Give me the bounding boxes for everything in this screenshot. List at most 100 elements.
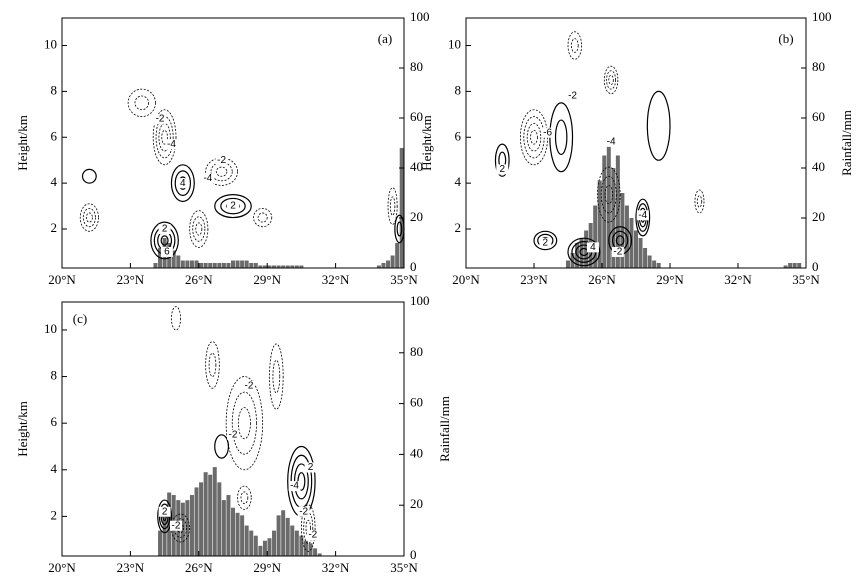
rain-bar: [185, 500, 190, 556]
rain-bar: [579, 238, 584, 268]
contour: [396, 221, 403, 237]
contour: [567, 31, 582, 60]
contour: [570, 38, 579, 53]
contour-label-bg: [242, 380, 255, 391]
y2-tick-label: 80: [410, 344, 423, 359]
contour-label: 2: [162, 506, 168, 517]
x-tick-label: 35°N: [792, 272, 820, 287]
contour: [214, 434, 230, 459]
y-axis-label: Height/km: [15, 115, 30, 171]
y2-tick-label: 20: [410, 209, 423, 224]
x-tick-label: 35°N: [390, 272, 418, 287]
panel-label: (b): [778, 31, 793, 46]
contour-label: -2: [308, 530, 317, 541]
x-tick-label: 20°N: [48, 560, 76, 575]
rain-bar: [381, 263, 386, 268]
contour: [600, 175, 617, 214]
contour: [533, 230, 558, 251]
y-tick-label: 6: [51, 414, 58, 429]
contour: [152, 109, 177, 166]
contour: [269, 343, 284, 410]
rain-bar: [395, 243, 400, 268]
contour: [604, 185, 613, 205]
contour: [387, 187, 398, 225]
contour: [157, 499, 173, 534]
rain-bar: [203, 472, 208, 556]
x-tick-label: 26°N: [185, 272, 213, 287]
y2-tick-label: 0: [410, 259, 417, 274]
contour: [237, 407, 251, 440]
contour: [257, 212, 268, 223]
plot-frame: [61, 17, 405, 269]
plot-frame: [465, 17, 807, 269]
rain-bar: [244, 260, 249, 268]
contour-label: -4: [290, 481, 299, 492]
rain-bar: [226, 495, 231, 556]
rain-bar: [303, 540, 308, 556]
rain-bar: [231, 507, 235, 556]
y-tick-label: 8: [51, 368, 58, 383]
rain-bar: [262, 540, 267, 556]
contour-label: -2: [229, 429, 238, 440]
rain-bar: [656, 263, 661, 268]
contour-label: 4: [180, 178, 186, 189]
contour: [215, 166, 228, 177]
contour: [615, 235, 625, 246]
contour-label: -4: [607, 136, 616, 147]
rain-bar: [294, 265, 299, 268]
contour-label-bg: [541, 127, 554, 138]
rain-bar: [593, 205, 598, 268]
rain-bar: [194, 260, 199, 268]
y-axis-label: Height/km: [419, 115, 434, 171]
rain-bar: [249, 530, 254, 556]
y-tick-label: 2: [51, 507, 58, 522]
rain-bar: [294, 530, 299, 556]
contour-label: -2: [245, 381, 254, 392]
rain-bar: [208, 474, 213, 556]
contour-label-bg: [227, 429, 239, 440]
x-tick-label: 29°N: [253, 560, 281, 575]
y2-tick-label: 0: [410, 547, 417, 562]
y-tick-label: 10: [448, 37, 461, 52]
contour-label-bg: [566, 90, 579, 101]
contour-label: 2: [162, 224, 168, 235]
rain-bar: [290, 525, 295, 556]
rain-bar: [194, 487, 199, 556]
rain-bar: [217, 263, 222, 268]
rain-bar: [231, 260, 235, 268]
rain-bar: [208, 263, 213, 268]
contour: [160, 235, 169, 246]
contour: [606, 70, 616, 90]
y2-tick-label: 20: [410, 496, 423, 511]
contour: [694, 189, 705, 214]
contour: [81, 168, 97, 184]
contour-label: -6: [543, 127, 552, 138]
rain-bar: [399, 148, 404, 268]
rain-bar: [281, 265, 286, 268]
contour-label-bg: [170, 520, 182, 531]
contour-label: -2: [613, 247, 622, 258]
y2-tick-label: 80: [410, 59, 423, 74]
contour-label-bg: [605, 136, 618, 147]
contour: [192, 216, 206, 242]
contour-label-bg: [288, 481, 301, 492]
contour-label: -2: [299, 506, 308, 517]
rain-bar: [602, 155, 607, 268]
x-tick-label: 23°N: [117, 272, 145, 287]
rain-bar: [620, 193, 625, 268]
y2-tick-label: 20: [812, 209, 825, 224]
rain-bar: [386, 260, 391, 268]
rain-bar: [597, 180, 602, 268]
x-tick-label: 29°N: [656, 272, 684, 287]
y2-tick-label: 100: [812, 9, 832, 24]
rain-bar: [299, 535, 304, 556]
rain-bar: [267, 538, 272, 556]
contour-label-bg: [158, 506, 171, 517]
contour: [389, 196, 396, 216]
y-tick-label: 4: [51, 174, 58, 189]
y2-tick-label: 40: [812, 159, 825, 174]
contour: [696, 195, 703, 208]
contour: [174, 170, 192, 196]
contour-label: 2: [499, 164, 505, 175]
